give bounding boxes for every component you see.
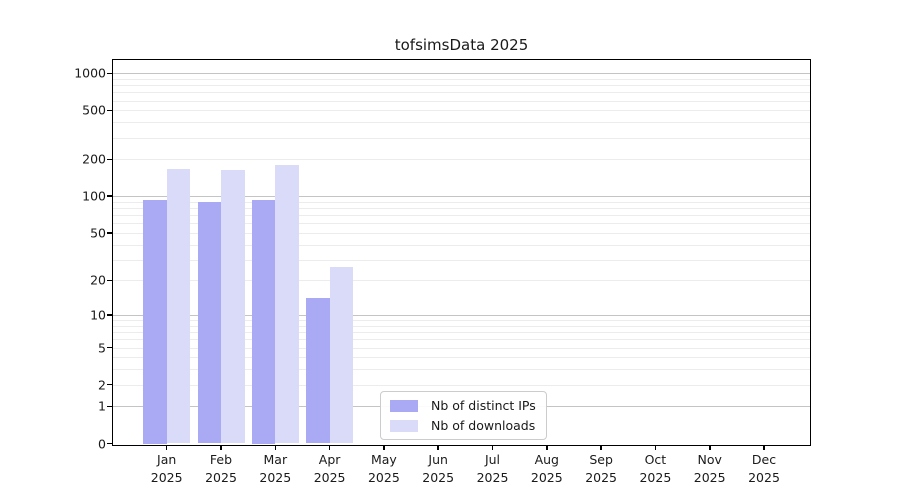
y-tick-label: 10: [90, 307, 106, 323]
bar-nb-of-downloads-jan: [166, 168, 191, 444]
y-tick-label: 1: [98, 398, 106, 414]
y-tick-label: 50: [90, 225, 106, 241]
y-tick-label: 5: [98, 340, 106, 355]
y-tick-label: 2: [98, 377, 106, 393]
gridline-minor: [113, 110, 810, 112]
x-tick-label-feb: Feb 2025: [205, 452, 237, 485]
gridline-minor: [113, 137, 810, 139]
x-tick-mark: [437, 445, 439, 450]
gridline-minor: [113, 92, 810, 94]
x-tick-label-oct: Oct 2025: [639, 452, 672, 485]
legend-row-downloads: Nb of downloads: [390, 418, 536, 433]
gridline-minor: [113, 280, 810, 282]
y-tick-mark: [107, 383, 112, 386]
y-tick-label: 1000: [74, 65, 106, 81]
gridline-minor: [113, 215, 810, 217]
y-tick-label: 200: [82, 151, 106, 167]
y-tick-mark: [107, 405, 112, 408]
gridline-minor: [113, 201, 810, 203]
gridline-minor: [113, 159, 810, 161]
bar-nb-of-downloads-feb: [221, 169, 245, 444]
gridline-major: [113, 315, 810, 316]
y-tick-label: 0: [98, 436, 106, 451]
y-tick-label: 20: [90, 272, 106, 288]
legend-label-distinct-ips: Nb of distinct IPs: [431, 398, 536, 413]
gridline-minor: [113, 244, 810, 246]
bar-nb-of-distinct-ips-jan: [143, 200, 167, 444]
plot-area: [113, 60, 810, 444]
x-tick-mark: [383, 445, 385, 450]
chart-title: tofsimsData 2025: [394, 36, 529, 54]
legend-swatch-distinct-ips: [390, 399, 418, 412]
gridline-minor: [113, 357, 810, 359]
gridline-minor: [113, 347, 810, 349]
gridline-minor: [113, 384, 810, 386]
y-tick-mark: [107, 314, 112, 316]
legend: Nb of distinct IPs Nb of downloads: [380, 391, 547, 440]
x-tick-mark: [328, 445, 331, 450]
x-tick-label-jan: Jan 2025: [150, 452, 183, 485]
gridline-major: [113, 73, 810, 75]
x-tick-mark: [654, 445, 657, 450]
plot-frame: [112, 59, 811, 446]
x-tick-label-jun: Jun 2025: [422, 452, 455, 485]
gridline-minor: [113, 320, 810, 322]
bar-nb-of-downloads-apr: [329, 266, 354, 444]
bar-nb-of-downloads-mar: [275, 164, 299, 444]
x-tick-label-may: May 2025: [367, 452, 400, 485]
x-tick-mark: [220, 445, 222, 450]
legend-row-distinct-ips: Nb of distinct IPs: [390, 398, 536, 413]
gridline-minor: [113, 122, 810, 124]
y-tick-mark: [107, 346, 112, 349]
y-tick-mark: [107, 195, 112, 197]
x-tick-label-apr: Apr 2025: [313, 452, 346, 485]
y-tick-mark: [107, 232, 112, 234]
x-tick-mark: [491, 445, 494, 450]
gridline-minor: [113, 325, 810, 327]
gridline-minor: [113, 208, 810, 209]
x-tick-label-mar: Mar 2025: [259, 452, 292, 485]
x-tick-mark: [165, 445, 168, 450]
x-tick-label-jul: Jul 2025: [476, 452, 509, 485]
x-tick-mark: [763, 445, 765, 450]
y-tick-mark: [107, 279, 112, 282]
gridline-minor: [113, 232, 810, 234]
gridline-minor: [113, 332, 810, 334]
gridline-minor: [113, 78, 810, 80]
gridline-minor: [113, 369, 810, 371]
legend-swatch-downloads: [390, 419, 418, 432]
x-tick-mark: [600, 445, 602, 450]
x-tick-label-sep: Sep 2025: [585, 452, 617, 485]
gridline-minor: [113, 223, 810, 225]
gridline-minor: [113, 100, 810, 102]
y-tick-mark: [107, 158, 112, 160]
gridline-minor: [113, 85, 810, 87]
y-tick-mark: [107, 442, 112, 445]
gridline-minor: [113, 339, 810, 341]
y-tick-label: 100: [82, 188, 106, 204]
x-tick-mark: [546, 445, 548, 450]
bar-nb-of-distinct-ips-apr: [306, 298, 330, 444]
gridline-major: [113, 196, 810, 198]
bar-nb-of-distinct-ips-mar: [251, 200, 276, 444]
y-tick-label: 500: [82, 102, 106, 118]
legend-label-downloads: Nb of downloads: [431, 418, 536, 433]
y-tick-mark: [107, 109, 112, 112]
x-tick-label-nov: Nov 2025: [693, 452, 726, 485]
x-tick-label-dec: Dec 2025: [748, 452, 780, 485]
bar-nb-of-distinct-ips-feb: [197, 201, 221, 444]
x-tick-mark: [709, 445, 711, 450]
gridline-minor: [113, 259, 810, 261]
x-tick-label-aug: Aug 2025: [530, 452, 563, 485]
y-tick-mark: [107, 72, 112, 74]
x-tick-mark: [274, 445, 276, 450]
